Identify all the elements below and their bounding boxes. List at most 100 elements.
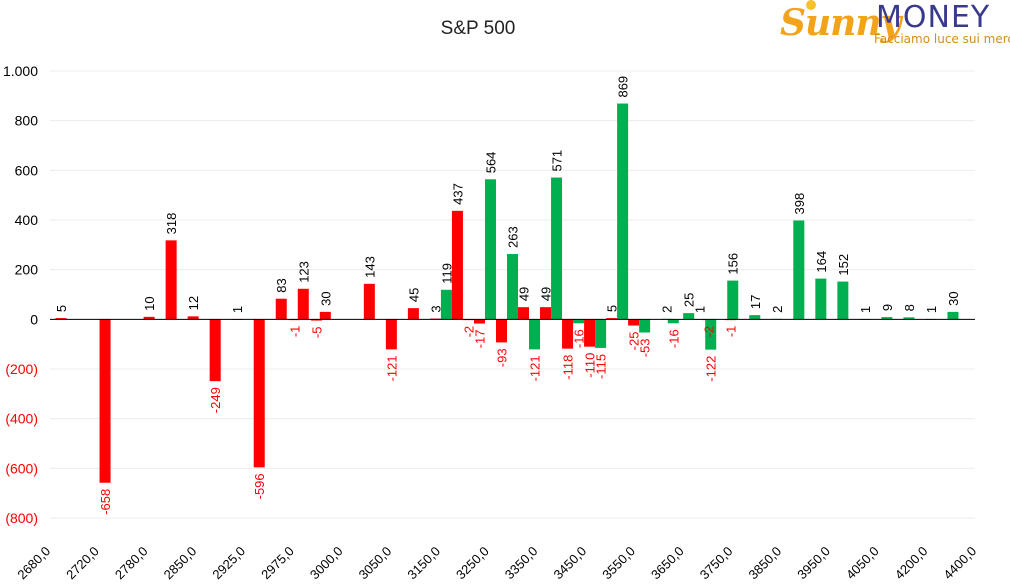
y-tick-label: 800 (15, 113, 39, 129)
x-tick-label: 4200,0 (892, 543, 931, 582)
red-bar (165, 240, 177, 320)
bar-value-label: 156 (726, 253, 741, 275)
bar-value-label: -1 (724, 326, 739, 338)
sunny-money-logo: Sunny MONEY Facciamo luce sui mercati (776, 0, 1010, 50)
data-labels: 5-6581031812-2491-59683-1123-530143-1214… (54, 76, 961, 515)
green-bar (947, 311, 959, 320)
red-bar (451, 210, 463, 320)
x-tick-label: 2780,0 (112, 543, 151, 582)
red-bar (518, 307, 530, 320)
y-tick-label: 0 (30, 311, 38, 327)
bar-value-label: 1 (858, 306, 873, 313)
bar-value-label: 49 (539, 287, 554, 301)
bar-value-label: -17 (472, 330, 487, 349)
bar-value-label: 318 (164, 213, 179, 235)
y-tick-label: (400) (5, 411, 38, 427)
green-bar (749, 315, 761, 320)
y-tick-label: (600) (5, 460, 38, 476)
y-tick-label: 600 (15, 162, 39, 178)
bar-value-label: -53 (638, 338, 653, 357)
red-bar (628, 319, 640, 326)
bar-value-label: 9 (880, 304, 895, 311)
bar-value-label: 1 (693, 306, 708, 313)
bar-value-label: 263 (506, 226, 521, 248)
y-tick-label: 200 (15, 262, 39, 278)
bar-value-label: 2 (660, 306, 675, 313)
red-bar (275, 298, 287, 320)
green-bar (440, 289, 452, 320)
green-bar (881, 317, 893, 320)
x-tick-label: 3450,0 (551, 543, 590, 582)
bar-value-label: 143 (362, 256, 377, 278)
x-tick-label: 3850,0 (746, 543, 785, 582)
logo-sunny-text: Sunny (780, 2, 901, 44)
bar-value-label: -93 (494, 348, 509, 367)
red-bar (385, 319, 397, 350)
bar-value-label: 3 (428, 305, 443, 312)
bar-value-label: 152 (836, 254, 851, 276)
x-tick-label: 3550,0 (599, 543, 638, 582)
bar-value-label: 1 (230, 306, 245, 313)
red-bar (99, 319, 111, 483)
logo-tagline: Facciamo luce sui mercati (874, 32, 1010, 46)
bar-value-label: -121 (528, 355, 543, 381)
x-tick-label: 4050,0 (843, 543, 882, 582)
bar-value-label: 119 (439, 263, 454, 284)
x-tick-label: 2680,0 (14, 543, 53, 582)
x-tick-label: 3250,0 (453, 543, 492, 582)
red-bar (495, 319, 507, 343)
green-bar (667, 319, 679, 324)
bar-value-label: 1 (924, 306, 939, 313)
bar-value-label: 30 (318, 291, 333, 305)
bar-value-label: -121 (384, 355, 399, 381)
bars (55, 103, 959, 483)
red-bar (55, 318, 67, 320)
red-bar (606, 318, 618, 320)
green-bar (573, 319, 585, 324)
red-bar (310, 319, 322, 321)
green-bar (617, 103, 629, 320)
sun-icon (806, 0, 816, 10)
bar-value-label: -2 (461, 326, 476, 338)
bar-value-label: -658 (98, 489, 113, 515)
bar-value-label: -118 (561, 355, 576, 380)
bar-value-label: 30 (946, 291, 961, 305)
bar-value-label: 45 (406, 288, 421, 302)
bar-value-label: 25 (682, 293, 697, 307)
red-bar (209, 319, 221, 382)
red-bar (297, 288, 309, 320)
bar-value-label: 17 (748, 295, 763, 309)
x-tick-label: 3050,0 (356, 543, 395, 582)
bar-value-label: 10 (142, 296, 157, 310)
red-bar (407, 308, 419, 320)
red-bar (562, 319, 574, 349)
red-bar (143, 316, 155, 320)
y-tick-label: 1.000 (3, 63, 38, 79)
bar-value-label: 83 (274, 278, 289, 292)
green-bar (705, 319, 717, 350)
red-bar (584, 319, 596, 347)
y-axis: 1.000 800 600 400 200 0 (200) (400) (600) (800) (3, 63, 38, 526)
green-bar (815, 278, 827, 320)
y-tick-label: (200) (5, 361, 38, 377)
x-tick-label: 2925,0 (209, 543, 248, 582)
green-bar (506, 254, 519, 320)
green-bar (639, 319, 651, 333)
bar-value-label: -249 (208, 387, 223, 413)
logo-money-text: MONEY (876, 0, 991, 35)
green-bar (683, 313, 695, 320)
x-tick-label: 2720,0 (63, 543, 102, 582)
bar-value-label: 8 (902, 304, 917, 311)
bar-value-label: 398 (792, 193, 807, 215)
bar-value-label: 2 (770, 306, 785, 313)
bar-value-label: 5 (605, 305, 620, 312)
red-bar (319, 311, 331, 320)
bar-value-label: -110 (583, 353, 598, 378)
red-bar (540, 307, 552, 320)
x-tick-label: 3350,0 (502, 543, 541, 582)
bar-value-label: -2 (702, 326, 717, 338)
bar-value-label: 869 (616, 76, 631, 98)
x-tick-label: 3000,0 (307, 543, 346, 582)
x-tick-label: 2975,0 (258, 543, 297, 582)
